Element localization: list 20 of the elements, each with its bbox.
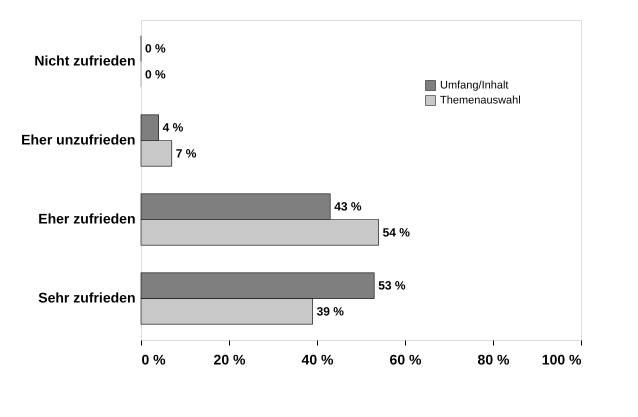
data-label: 0 % <box>145 67 166 82</box>
y-tick-label: Sehr zufrieden <box>38 290 136 306</box>
data-label: 53 % <box>378 278 406 293</box>
x-tick-label: 80 % <box>478 352 510 368</box>
x-tick-label: 40 % <box>302 352 334 368</box>
y-tick-label: Nicht zufrieden <box>34 52 136 68</box>
data-label: 4 % <box>162 120 184 135</box>
x-tick-label: 60 % <box>390 352 422 368</box>
data-label: 39 % <box>316 304 344 318</box>
data-label: 0 % <box>145 42 166 56</box>
data-label: 7 % <box>176 146 197 160</box>
data-label: 43 % <box>334 200 362 214</box>
legend-label: Umfang/Inhalt <box>440 80 508 92</box>
legend-label: Themenauswahl <box>440 94 521 106</box>
data-label: 54 % <box>382 225 410 240</box>
y-tick-label: Eher unzufrieden <box>21 131 136 148</box>
x-tick-label: 0 % <box>142 352 166 368</box>
y-tick-label: Eher zufrieden <box>38 210 136 227</box>
x-tick-label: 20 % <box>214 352 246 368</box>
x-tick-label: 100 % <box>542 352 582 368</box>
